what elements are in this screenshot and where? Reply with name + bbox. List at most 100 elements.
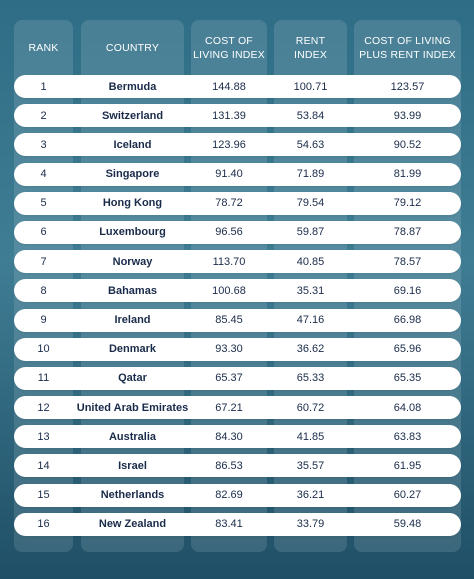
rank-cell: 11 (37, 372, 50, 385)
country-cell: Singapore (105, 168, 160, 181)
table-row: 5 Hong Kong 78.72 79.54 79.12 (14, 191, 461, 215)
header-country: COUNTRY (105, 42, 160, 54)
rank-cell: 12 (37, 401, 50, 414)
cost-of-living-cell: 131.39 (212, 109, 246, 122)
country-cell: Bermuda (108, 80, 157, 93)
rent-cell: 35.31 (296, 284, 325, 297)
cost-of-living-cell: 93.30 (215, 343, 243, 356)
rent-cell: 36.21 (296, 489, 325, 502)
country-cell: Switzerland (101, 109, 164, 122)
rank-cell: 9 (40, 314, 47, 326)
cost-of-living-cell: 123.96 (212, 138, 246, 151)
cost-plus-rent-cell: 63.83 (393, 430, 422, 443)
country-cell: Norway (112, 255, 153, 268)
cost-of-living-cell: 65.37 (215, 372, 243, 385)
cost-of-living-cell: 67.21 (215, 401, 243, 414)
header-cost-of-living-index: COST OF LIVING INDEX (193, 35, 265, 61)
cost-of-living-cell: 78.72 (215, 197, 243, 210)
table-row: 8 Bahamas 100.68 35.31 69.16 (14, 279, 461, 303)
cost-plus-rent-cell: 93.99 (393, 109, 422, 122)
table-row: 3 Iceland 123.96 54.63 90.52 (14, 133, 461, 157)
cost-of-living-cell: 84.30 (215, 430, 243, 443)
cost-of-living-cell: 85.45 (215, 314, 243, 326)
cost-plus-rent-cell: 65.96 (393, 343, 422, 356)
country-cell: Qatar (118, 372, 147, 385)
rank-cell: 1 (40, 80, 47, 93)
cost-plus-rent-cell: 123.57 (390, 80, 425, 93)
cost-plus-rent-cell: 69.16 (393, 284, 422, 297)
cost-of-living-cell: 86.53 (215, 459, 243, 472)
rank-cell: 15 (37, 489, 50, 502)
country-cell: Australia (108, 430, 157, 443)
rank-cell: 5 (40, 197, 47, 210)
rent-cell: 79.54 (296, 197, 325, 210)
rank-cell: 14 (37, 459, 50, 472)
table-row: 15 Netherlands 82.69 36.21 60.27 (14, 483, 461, 507)
cost-plus-rent-cell: 66.98 (393, 314, 422, 326)
table-row: 2 Switzerland 131.39 53.84 93.99 (14, 104, 461, 128)
table-body: 1 Bermuda 144.88 100.71 123.57 2 Switzerland 13… (14, 75, 461, 542)
table-row: 9 Ireland 85.45 47.16 66.98 (14, 308, 461, 332)
rent-cell: 71.89 (296, 168, 325, 181)
rank-cell: 13 (37, 430, 50, 443)
rank-cell: 8 (40, 284, 47, 297)
country-cell: Iceland (113, 138, 152, 151)
rent-cell: 36.62 (296, 343, 325, 356)
rent-cell: 54.63 (296, 138, 325, 151)
rent-cell: 41.85 (296, 430, 325, 443)
rent-cell: 47.16 (296, 314, 325, 326)
rent-cell: 33.79 (296, 518, 325, 531)
table-row: 1 Bermuda 144.88 100.71 123.57 (14, 75, 461, 98)
country-cell: United Arab Emirates (76, 401, 189, 414)
table-row: 10 Denmark 93.30 36.62 65.96 (14, 337, 461, 361)
rent-cell: 65.33 (296, 372, 325, 385)
rank-cell: 3 (40, 138, 47, 151)
cost-plus-rent-cell: 78.57 (393, 255, 422, 268)
cost-of-living-cell: 100.68 (212, 284, 246, 297)
country-cell: New Zealand (98, 518, 167, 531)
header-rank: RANK (28, 42, 59, 54)
cost-plus-rent-cell: 79.12 (393, 197, 422, 210)
cost-of-living-cell: 96.56 (215, 226, 243, 239)
rent-cell: 100.71 (293, 80, 328, 93)
cost-of-living-cell: 82.69 (215, 489, 243, 502)
cost-of-living-cell: 83.41 (215, 518, 243, 531)
cost-of-living-cell: 91.40 (215, 168, 243, 181)
cost-plus-rent-cell: 78.87 (393, 226, 422, 239)
cost-plus-rent-cell: 81.99 (393, 168, 422, 181)
country-cell: Denmark (108, 343, 157, 356)
table-row: 16 New Zealand 83.41 33.79 59.48 (14, 512, 461, 536)
table-row: 7 Norway 113.70 40.85 78.57 (14, 250, 461, 274)
rank-cell: 10 (37, 343, 50, 356)
header-rent-index: RENT INDEX (293, 35, 328, 61)
cost-of-living-cell: 144.88 (212, 80, 246, 93)
rent-cell: 35.57 (296, 459, 325, 472)
country-cell: Bahamas (108, 284, 157, 297)
country-cell: Hong Kong (102, 197, 163, 210)
table-row: 12 United Arab Emirates 67.21 60.72 64.08 (14, 396, 461, 420)
header-cost-plus-rent-index: COST OF LIVING PLUS RENT INDEX (359, 35, 456, 61)
country-cell: Israel (118, 459, 147, 472)
cost-plus-rent-cell: 61.95 (393, 459, 422, 472)
cost-plus-rent-cell: 90.52 (393, 138, 422, 151)
cost-plus-rent-cell: 59.48 (393, 518, 422, 531)
table-row: 13 Australia 84.30 41.85 63.83 (14, 425, 461, 449)
table-row: 4 Singapore 91.40 71.89 81.99 (14, 162, 461, 186)
country-cell: Ireland (114, 314, 151, 326)
rent-cell: 59.87 (296, 226, 325, 239)
rent-cell: 40.85 (296, 255, 325, 268)
rank-cell: 2 (40, 109, 47, 122)
cost-of-living-cell: 113.70 (212, 255, 246, 268)
country-cell: Netherlands (100, 489, 165, 502)
table-row: 6 Luxembourg 96.56 59.87 78.87 (14, 220, 461, 244)
cost-plus-rent-cell: 64.08 (393, 401, 422, 414)
table-header: RANK COUNTRY COST OF LIVING INDEX RENT I… (0, 22, 474, 74)
table-row: 14 Israel 86.53 35.57 61.95 (14, 454, 461, 478)
rent-cell: 60.72 (296, 401, 325, 414)
rank-cell: 16 (37, 518, 50, 531)
rank-cell: 6 (40, 226, 47, 239)
rank-cell: 4 (40, 168, 47, 181)
rank-cell: 7 (40, 255, 47, 268)
cost-plus-rent-cell: 65.35 (393, 372, 422, 385)
